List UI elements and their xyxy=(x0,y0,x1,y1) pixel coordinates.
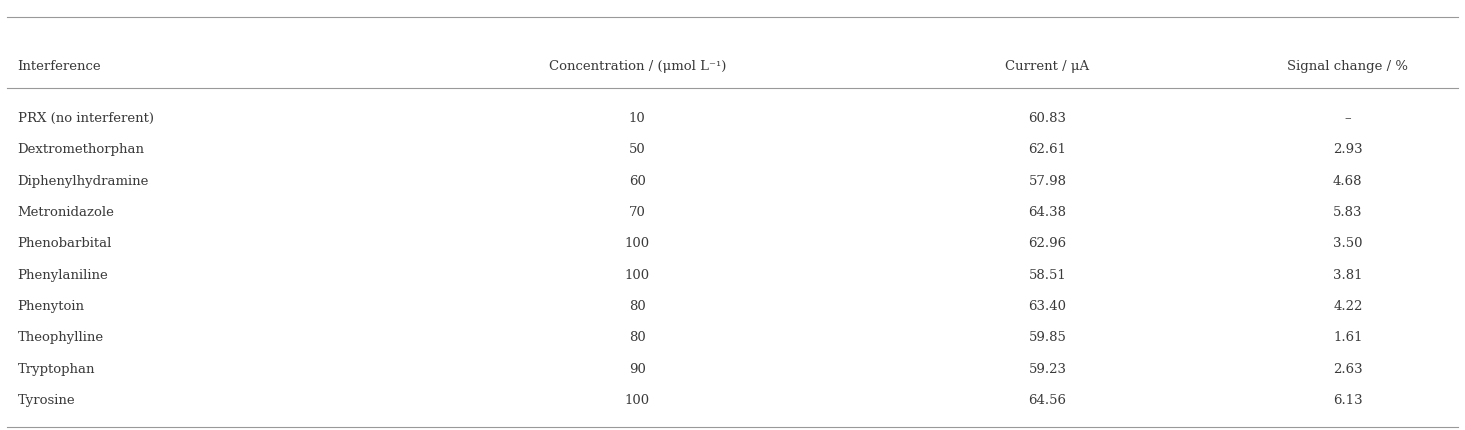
Text: 59.23: 59.23 xyxy=(1028,363,1067,376)
Text: Phenobarbital: Phenobarbital xyxy=(18,237,111,250)
Text: Phenytoin: Phenytoin xyxy=(18,300,85,313)
Text: 5.83: 5.83 xyxy=(1333,206,1362,219)
Text: 6.13: 6.13 xyxy=(1333,394,1362,407)
Text: Dextromethorphan: Dextromethorphan xyxy=(18,143,145,156)
Text: Tyrosine: Tyrosine xyxy=(18,394,75,407)
Text: 2.93: 2.93 xyxy=(1333,143,1362,156)
Text: 59.85: 59.85 xyxy=(1028,332,1067,344)
Text: Signal change / %: Signal change / % xyxy=(1288,60,1408,73)
Text: 3.50: 3.50 xyxy=(1333,237,1362,250)
Text: 60.83: 60.83 xyxy=(1028,112,1067,125)
Text: 63.40: 63.40 xyxy=(1028,300,1067,313)
Text: Current / μA: Current / μA xyxy=(1005,60,1090,73)
Text: Diphenylhydramine: Diphenylhydramine xyxy=(18,175,149,187)
Text: 1.61: 1.61 xyxy=(1333,332,1362,344)
Text: 60: 60 xyxy=(628,175,646,187)
Text: –: – xyxy=(1345,112,1351,125)
Text: 62.61: 62.61 xyxy=(1028,143,1067,156)
Text: Metronidazole: Metronidazole xyxy=(18,206,114,219)
Text: Phenylaniline: Phenylaniline xyxy=(18,269,108,282)
Text: 100: 100 xyxy=(624,269,650,282)
Text: 100: 100 xyxy=(624,394,650,407)
Text: 10: 10 xyxy=(628,112,646,125)
Text: PRX (no interferent): PRX (no interferent) xyxy=(18,112,154,125)
Text: 50: 50 xyxy=(628,143,646,156)
Text: 3.81: 3.81 xyxy=(1333,269,1362,282)
Text: 100: 100 xyxy=(624,237,650,250)
Text: 57.98: 57.98 xyxy=(1028,175,1067,187)
Text: 58.51: 58.51 xyxy=(1028,269,1067,282)
Text: 64.38: 64.38 xyxy=(1028,206,1067,219)
Text: 64.56: 64.56 xyxy=(1028,394,1067,407)
Text: 4.22: 4.22 xyxy=(1333,300,1362,313)
Text: 2.63: 2.63 xyxy=(1333,363,1362,376)
Text: Tryptophan: Tryptophan xyxy=(18,363,95,376)
Text: 80: 80 xyxy=(628,332,646,344)
Text: 70: 70 xyxy=(628,206,646,219)
Text: Concentration / (μmol L⁻¹): Concentration / (μmol L⁻¹) xyxy=(548,60,727,73)
Text: 62.96: 62.96 xyxy=(1028,237,1067,250)
Text: Theophylline: Theophylline xyxy=(18,332,104,344)
Text: 90: 90 xyxy=(628,363,646,376)
Text: 80: 80 xyxy=(628,300,646,313)
Text: Interference: Interference xyxy=(18,60,101,73)
Text: 4.68: 4.68 xyxy=(1333,175,1362,187)
